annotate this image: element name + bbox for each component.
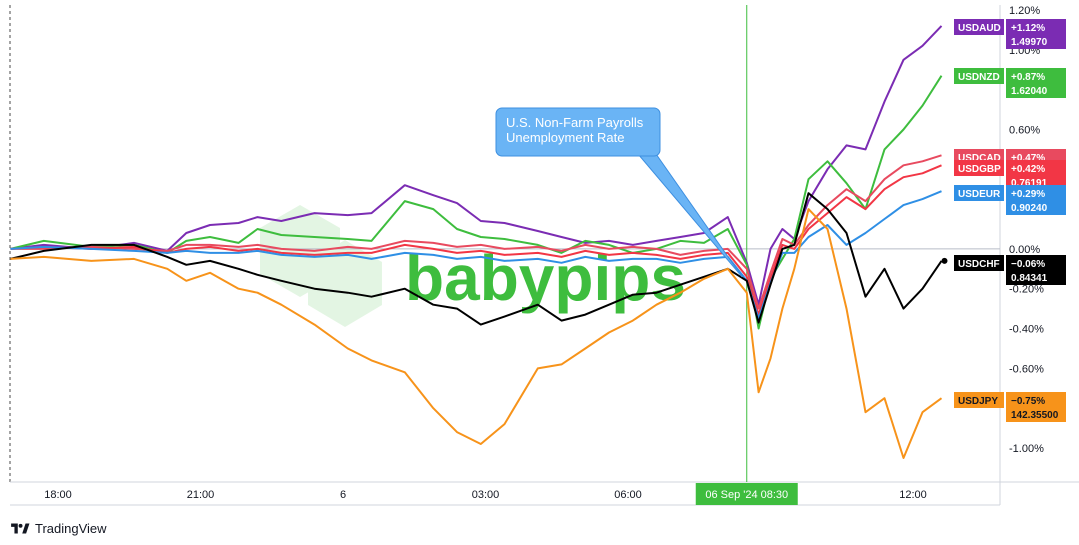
series-name-badge (954, 160, 1004, 176)
series-value-badge (1006, 68, 1066, 98)
x-tick-label: 6 (340, 489, 346, 501)
series-price-label: 0.84341 (1011, 273, 1048, 284)
series-endpoint-usdchf (941, 257, 948, 264)
series-value-badge (1006, 19, 1066, 49)
series-name-label: USDAUD (958, 23, 1001, 34)
series-value-badge (1006, 255, 1066, 285)
series-line-usdaud[interactable] (10, 25, 943, 306)
series-label-usdeur: USDEUR +0.29% 0.90240 (954, 185, 1066, 215)
y-tick-label: -0.20% (1009, 284, 1044, 296)
tradingview-logo-icon (11, 523, 30, 534)
y-tick-label: 0.60% (1009, 124, 1040, 136)
series-price-label: 1.49970 (1011, 37, 1048, 48)
x-axis: 18:00 21:00 6 03:00 06:00 12:00 06 Sep '24 08:… (44, 483, 927, 505)
annotation-text-line-1: U.S. Non-Farm Payrolls (506, 115, 644, 130)
series-name-label: USDCAD (958, 153, 1001, 164)
x-tick-label: 06:00 (614, 489, 642, 501)
series-name-badge (954, 185, 1004, 201)
series-label-usdjpy: USDJPY −0.75% 142.35500 (954, 392, 1066, 422)
series-label-usdchf: USDCHF −0.06% 0.84341 (954, 255, 1066, 285)
series-change-label: +0.29% (1011, 189, 1045, 200)
series-name-label: USDJPY (958, 396, 998, 407)
series-label-usdaud: USDAUD +1.12% 1.49970 (954, 19, 1066, 49)
x-tick-label: 18:00 (44, 489, 72, 501)
series-change-label: −0.06% (1011, 259, 1045, 270)
y-tick-label: -0.60% (1009, 363, 1044, 375)
series-change-label: +1.12% (1011, 23, 1045, 34)
series-lines[interactable] (10, 25, 948, 459)
watermark-hexagon-right (308, 240, 382, 327)
cursor-time-badge (695, 483, 798, 505)
y-tick-label: 1.20% (1009, 5, 1040, 17)
series-value-badge (1006, 185, 1066, 215)
series-name-label: USDCHF (958, 259, 1000, 270)
series-line-usdjpy[interactable] (10, 208, 943, 459)
series-name-badge (954, 19, 1004, 35)
y-tick-label: 0.00% (1009, 244, 1040, 256)
series-line-usdeur[interactable] (10, 190, 942, 320)
annotation-text-line-2: Unemployment Rate (506, 130, 625, 145)
x-tick-label: 12:00 (899, 489, 927, 501)
series-line-usdchf[interactable] (10, 192, 943, 326)
series-line-usdgbp[interactable] (10, 164, 942, 316)
series-price-label: 142.35500 (1011, 410, 1059, 421)
series-name-badge (954, 392, 1004, 408)
series-change-label: +0.42% (1011, 164, 1045, 175)
y-axis: 1.20%1.00%0.60%0.00%-0.20%-0.40%-0.60%-1… (1009, 5, 1044, 455)
watermark-text: babypips (405, 242, 686, 314)
cursor-time-label: 06 Sep '24 08:30 (705, 489, 788, 501)
series-label-usdnzd: USDNZD +0.87% 1.62040 (954, 68, 1066, 98)
series-price-label: 1.62040 (1011, 86, 1048, 97)
series-name-label: USDGBP (958, 164, 1001, 175)
series-change-label: +0.47% (1011, 153, 1045, 164)
series-name-label: USDNZD (958, 72, 1000, 83)
y-tick-label: -0.40% (1009, 324, 1044, 336)
series-line-usdcad[interactable] (10, 154, 942, 310)
series-change-label: +0.87% (1011, 72, 1045, 83)
series-price-label: 0.76191 (1011, 178, 1048, 189)
footer: TradingView (10, 518, 107, 538)
series-change-label: −0.75% (1011, 396, 1045, 407)
series-value-badge (1006, 392, 1066, 422)
x-tick-label: 03:00 (472, 489, 500, 501)
series-name-badge (954, 255, 1004, 271)
series-labels: USDCAD +0.47% USDGBP +0.42% 0.76191 USDAUD +1.… (954, 19, 1066, 422)
series-price-label: 0.90240 (1011, 203, 1048, 214)
x-tick-label: 21:00 (187, 489, 215, 501)
footer-brand: TradingView (35, 520, 107, 536)
series-name-badge (954, 68, 1004, 84)
y-tick-label: -1.00% (1009, 443, 1044, 455)
series-name-label: USDEUR (958, 189, 1001, 200)
annotation-box (495, 107, 661, 157)
